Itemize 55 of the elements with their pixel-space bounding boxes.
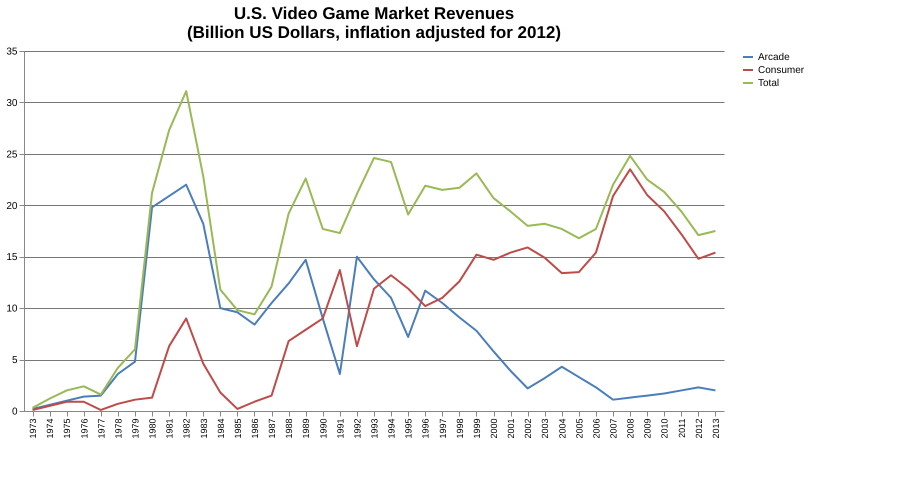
x-tick-label: 1975: [62, 418, 72, 439]
x-tick-label: 1977: [96, 418, 106, 439]
x-tick-label: 2007: [608, 418, 619, 439]
y-tick-label: 35: [6, 46, 18, 58]
x-tick-label: 1999: [472, 418, 482, 439]
x-tick-label: 2005: [574, 418, 584, 439]
x-tick-label: 1978: [113, 418, 124, 439]
x-tick-label: 1984: [216, 418, 226, 439]
x-tick-label: 1994: [386, 418, 397, 439]
y-tick-label: 25: [6, 149, 18, 160]
text: U.S. Video Game Market Revenues: [234, 4, 514, 23]
x-tick-label: 1981: [164, 418, 175, 439]
x-tick-label: 1992: [352, 418, 362, 439]
legend-label: Total: [758, 78, 780, 89]
y-tick-label: 20: [6, 200, 18, 212]
legend-label: Consumer: [758, 65, 805, 76]
x-tick-label: 2009: [642, 418, 653, 439]
x-tick-label: 1993: [370, 418, 380, 439]
x-tick-label: 1997: [438, 418, 448, 439]
y-tick-label: 10: [6, 304, 18, 315]
x-tick-label: 1979: [130, 418, 140, 439]
x-tick-label: 2000: [489, 418, 500, 439]
x-tick-label: 2010: [660, 418, 670, 439]
x-tick-label: 2004: [557, 418, 568, 439]
x-tick-label: 2011: [676, 418, 687, 438]
x-tick-label: 2013: [710, 418, 721, 439]
x-tick-label: 2002: [523, 418, 534, 439]
x-tick-label: 1995: [404, 418, 414, 439]
x-tick-label: 2003: [540, 418, 550, 439]
x-tick-label: 2008: [626, 418, 636, 439]
x-tick-label: 1985: [232, 418, 243, 439]
x-tick-label: 1998: [454, 418, 465, 439]
y-tick-label: 30: [6, 98, 18, 109]
x-tick-label: 1988: [284, 418, 294, 439]
x-tick-label: 1973: [28, 418, 38, 439]
x-tick-label: 1974: [45, 418, 56, 439]
x-tick-label: 1989: [301, 418, 312, 439]
x-tick-label: 1982: [182, 418, 192, 439]
x-tick-label: 1991: [335, 418, 346, 439]
legend-label: Arcade: [758, 52, 790, 63]
x-tick-label: 1986: [250, 418, 260, 439]
line-series: [32, 90, 716, 409]
x-tick-label: 1983: [198, 418, 209, 439]
x-tick-label: 1980: [148, 418, 158, 439]
y-tick-label: 0: [12, 406, 18, 418]
x-tick-label: 1987: [267, 418, 278, 439]
text: (Billion US Dollars, inflation adjusted for 2012): [186, 23, 562, 42]
x-tick-label: 1976: [79, 418, 90, 439]
x-tick-label: 1990: [318, 418, 328, 439]
x-tick-label: 2006: [591, 418, 602, 439]
y-tick-label: 5: [12, 355, 18, 366]
x-tick-label: 1996: [420, 418, 431, 439]
y-tick-label: 15: [6, 252, 18, 264]
x-tick-label: 2012: [694, 418, 704, 439]
x-tick-label: 2001: [506, 418, 516, 439]
